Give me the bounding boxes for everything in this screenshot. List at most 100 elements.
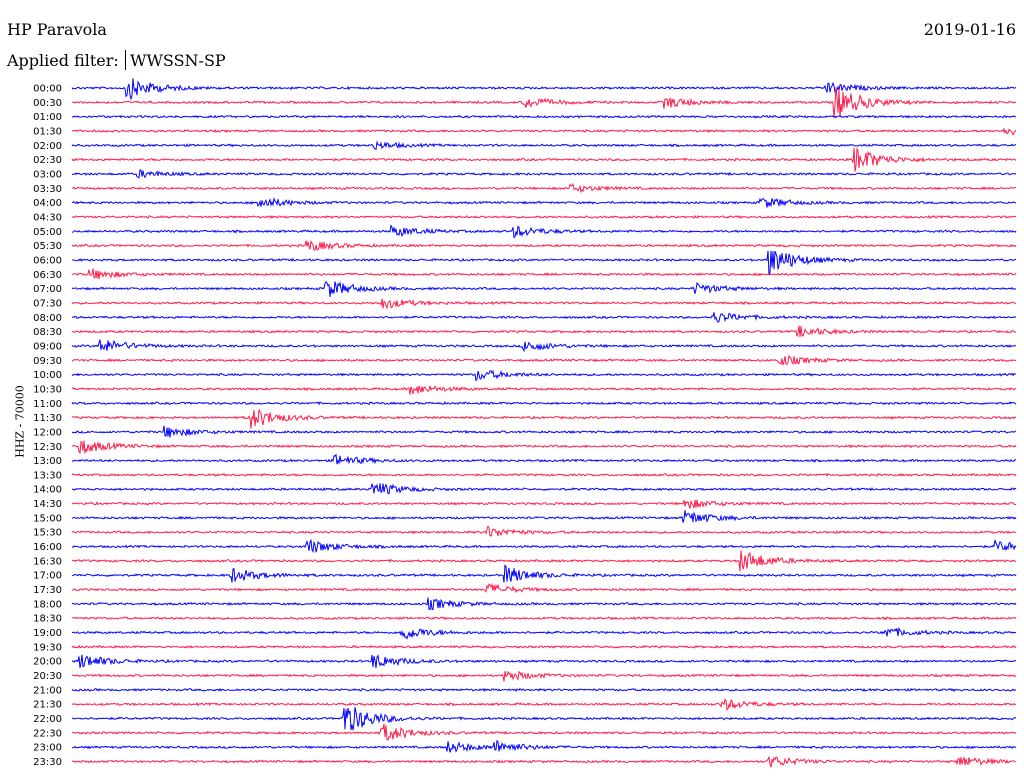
row-tick-label: 16:30: [33, 556, 62, 567]
trace-row: [71, 440, 1017, 455]
trace-row: [71, 369, 1017, 382]
trace-row: [71, 472, 1017, 477]
date-label: 2019-01-16: [923, 20, 1016, 39]
row-tick-label: 02:30: [33, 155, 62, 166]
trace-row: [71, 312, 1017, 323]
trace-row: [71, 182, 1017, 194]
row-tick-label: 20:30: [33, 671, 62, 682]
trace-row: [71, 670, 1017, 682]
trace-row: [71, 698, 1017, 711]
trace-row: [71, 268, 1017, 280]
row-tick-label: 13:00: [33, 456, 62, 467]
trace-row: [71, 86, 1017, 119]
trace-row: [72, 564, 1017, 583]
trace-row: [71, 78, 1017, 101]
filter-cursor: [125, 50, 126, 70]
trace-row: [71, 250, 1017, 275]
trace-row: [71, 339, 1017, 353]
row-tick-label: 07:30: [33, 298, 62, 309]
row-tick-label: 00:00: [33, 84, 62, 95]
row-tick-label: 09:00: [33, 341, 62, 352]
row-tick-label: 21:00: [33, 685, 62, 696]
row-tick-label: 03:30: [33, 184, 62, 195]
trace-row: [71, 510, 1017, 523]
row-tick-label: 10:00: [33, 370, 62, 381]
row-tick-label: 07:00: [33, 284, 62, 295]
row-tick-label: 22:30: [33, 728, 62, 739]
trace-row: [71, 538, 1017, 554]
filter-label: Applied filter:: [7, 51, 119, 70]
row-tick-label: 17:30: [33, 585, 62, 596]
trace-row: [71, 114, 1017, 119]
trace-row: [71, 385, 1017, 395]
trace-row: [71, 425, 1017, 438]
row-tick-label: 11:00: [33, 399, 62, 410]
row-tick-label: 12:00: [33, 427, 62, 438]
row-tick-label: 06:00: [33, 255, 62, 266]
row-tick-label: 20:00: [33, 657, 62, 668]
station-title: HP Paravola: [7, 20, 107, 39]
row-tick-label: 01:30: [33, 126, 62, 137]
row-tick-label: 19:30: [33, 642, 62, 653]
trace-row: [71, 401, 1017, 406]
row-tick-label: 19:00: [33, 628, 62, 639]
trace-row: [71, 687, 1017, 692]
row-tick-label: 00:30: [33, 98, 62, 109]
row-tick-label: 08:30: [33, 327, 62, 338]
trace-row: [71, 453, 1017, 465]
trace-row: [71, 140, 1017, 151]
row-tick-label: 06:30: [33, 270, 62, 281]
trace-row: [71, 499, 1017, 509]
row-tick-label: 02:00: [33, 141, 62, 152]
trace-row: [71, 654, 1017, 669]
row-tick-label: 09:30: [33, 356, 62, 367]
trace-row: [72, 483, 1017, 495]
row-tick-label: 10:30: [33, 384, 62, 395]
trace-row: [71, 626, 1017, 640]
row-tick-label: 17:00: [33, 571, 62, 582]
trace-row: [71, 280, 1017, 297]
trace-row: [71, 197, 1017, 208]
trace-row: [71, 240, 1017, 251]
row-tick-label: 23:30: [33, 757, 62, 768]
row-tick-label: 23:00: [33, 743, 62, 754]
trace-row: [71, 644, 1017, 649]
row-tick-label: 14:00: [33, 485, 62, 496]
trace-row: [71, 325, 1017, 338]
row-tick-label: 05:00: [33, 227, 62, 238]
trace-row: [71, 707, 1017, 731]
trace-row: [71, 354, 1017, 366]
row-tick-label: 05:30: [33, 241, 62, 252]
row-tick-label: 13:30: [33, 470, 62, 481]
row-tick-label: 14:30: [33, 499, 62, 510]
row-tick-label: 12:30: [33, 442, 62, 453]
trace-row: [71, 214, 1017, 220]
row-tick-label: 04:00: [33, 198, 62, 209]
trace-row: [71, 409, 1017, 429]
trace-row: [72, 616, 1017, 621]
trace-row: [71, 525, 1017, 537]
row-tick-label: 08:00: [33, 313, 62, 324]
trace-row: [71, 147, 1017, 172]
row-tick-label: 18:00: [33, 599, 62, 610]
row-tick-label: 15:00: [33, 513, 62, 524]
row-tick-label: 01:00: [33, 112, 62, 123]
trace-row: [71, 597, 1017, 611]
trace-row: [71, 127, 1017, 136]
row-tick-label: 21:30: [33, 700, 62, 711]
row-tick-label: 11:30: [33, 413, 62, 424]
row-tick-label: 22:00: [33, 714, 62, 725]
trace-row: [71, 582, 1017, 594]
row-tick-label: 15:30: [33, 528, 62, 539]
row-tick-label: 18:30: [33, 614, 62, 625]
trace-row: [72, 224, 1017, 239]
filter-value: WWSSN-SP: [130, 51, 226, 70]
row-tick-label: 16:00: [33, 542, 62, 553]
trace-row: [71, 298, 1017, 310]
row-tick-label: 04:30: [33, 212, 62, 223]
trace-row: [71, 169, 1017, 179]
trace-row: [71, 723, 1017, 741]
trace-row: [72, 739, 1017, 753]
trace-row: [71, 550, 1017, 572]
